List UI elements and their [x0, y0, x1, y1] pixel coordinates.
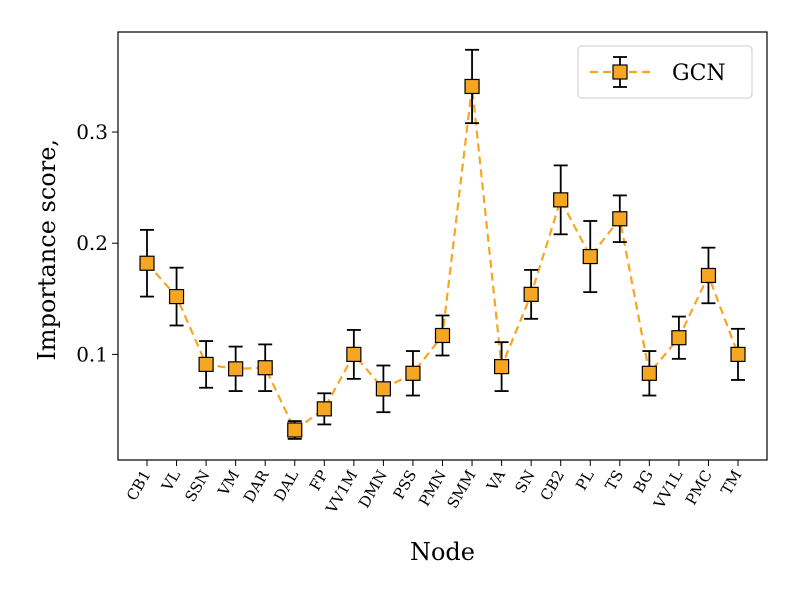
y-axis-title: Importance score, 𝒤: [33, 131, 61, 360]
y-tick-label: 0.3: [76, 120, 108, 144]
data-point: [376, 382, 390, 396]
data-point: [554, 193, 568, 207]
legend-marker: [613, 65, 627, 79]
data-point: [436, 328, 450, 342]
data-point: [495, 360, 509, 374]
y-tick-label: 0.1: [76, 342, 108, 366]
data-point: [701, 268, 715, 282]
data-point: [642, 366, 656, 380]
data-point: [613, 212, 627, 226]
data-point: [229, 362, 243, 376]
data-point: [672, 331, 686, 345]
data-point: [317, 402, 331, 416]
data-point: [731, 347, 745, 361]
data-point: [524, 287, 538, 301]
data-point: [347, 347, 361, 361]
data-point: [288, 423, 302, 437]
data-point: [465, 79, 479, 93]
y-tick-label: 0.2: [76, 231, 108, 255]
data-point: [140, 256, 154, 270]
legend-label: GCN: [672, 61, 726, 86]
data-point: [583, 250, 597, 264]
x-axis-title: Node: [410, 538, 475, 566]
data-point: [406, 366, 420, 380]
legend: GCN: [578, 46, 752, 98]
data-point: [170, 290, 184, 304]
data-point: [258, 361, 272, 375]
data-point: [199, 357, 213, 371]
